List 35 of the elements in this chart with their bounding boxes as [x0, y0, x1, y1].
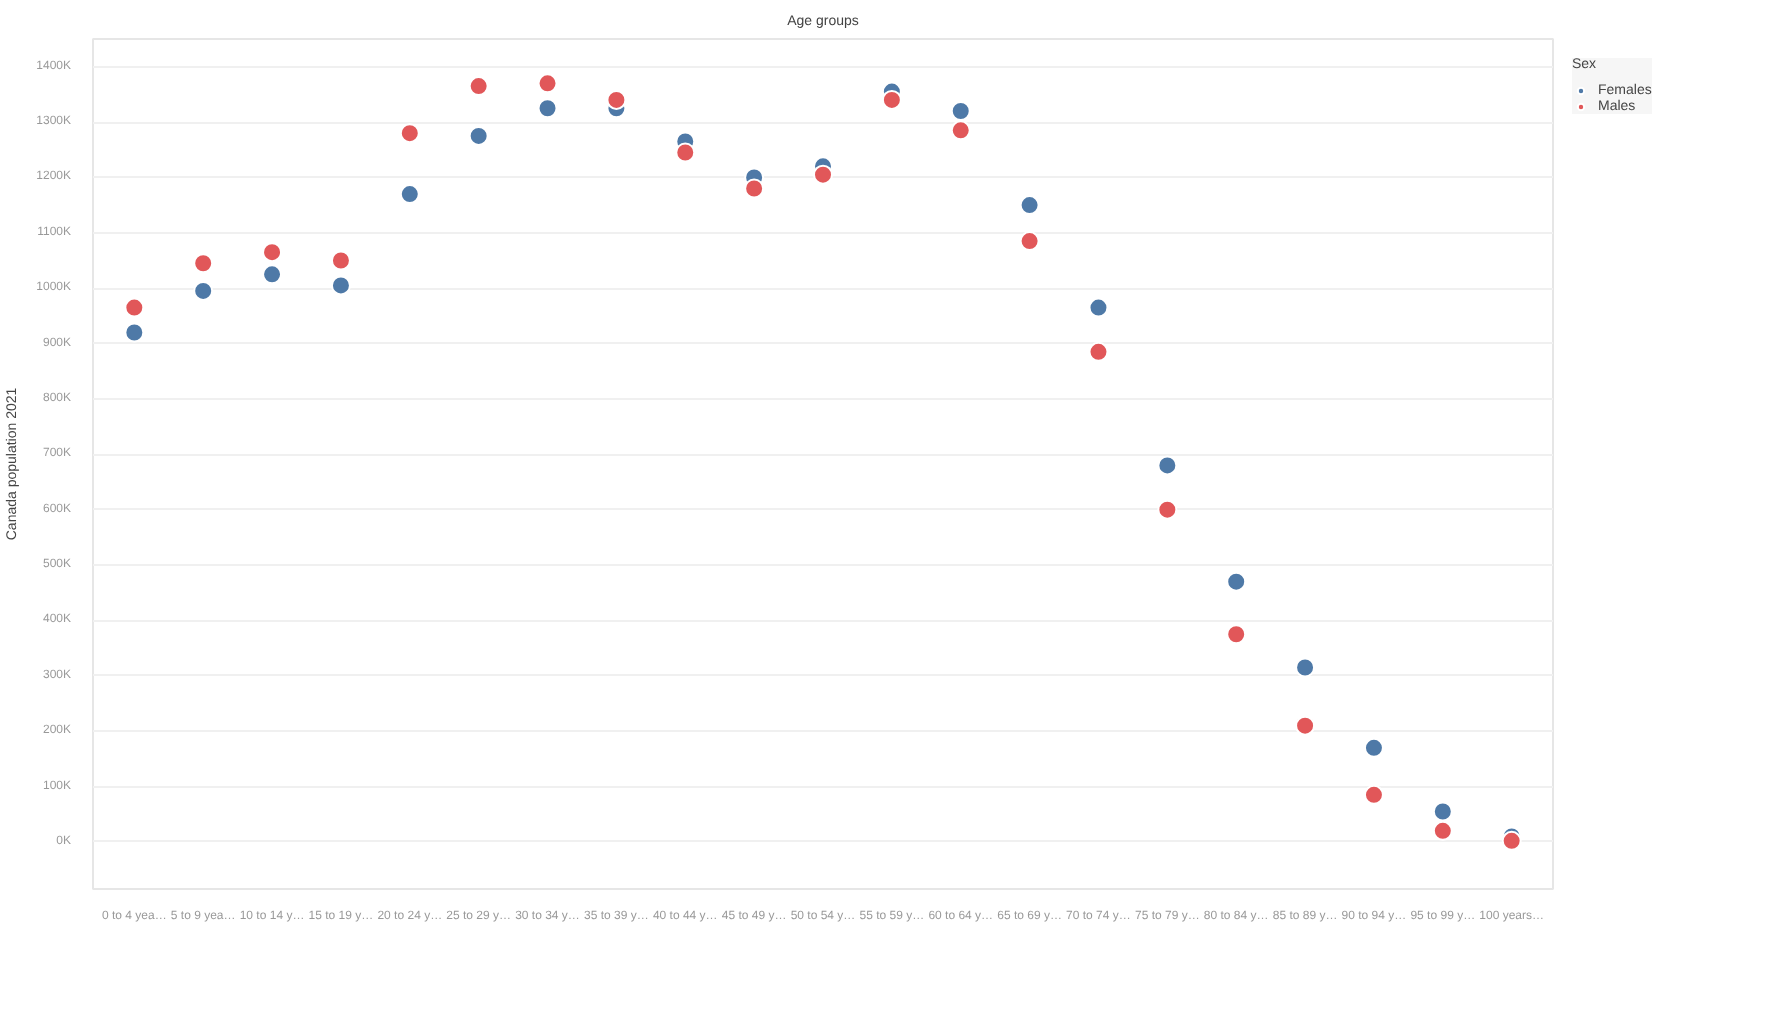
- point: [330, 250, 351, 271]
- point: [262, 264, 283, 285]
- point: [1226, 571, 1247, 592]
- point: [124, 297, 145, 318]
- point: [1363, 737, 1384, 758]
- point: [1295, 715, 1316, 736]
- point: [468, 125, 489, 146]
- point: [950, 101, 971, 121]
- point: [675, 142, 696, 163]
- point: [1432, 801, 1453, 822]
- point: [399, 184, 420, 205]
- point: [950, 120, 971, 141]
- point: [262, 242, 283, 263]
- point: [1295, 657, 1316, 678]
- point: [1088, 341, 1109, 362]
- point: [193, 253, 214, 274]
- point: [1157, 499, 1178, 520]
- point: [1019, 195, 1040, 216]
- point: [399, 123, 420, 144]
- point: [537, 73, 558, 94]
- point: [813, 164, 833, 185]
- point: [468, 76, 489, 97]
- point: [537, 98, 558, 119]
- point: [330, 275, 351, 296]
- point: [1226, 624, 1247, 645]
- point: [1019, 231, 1040, 252]
- point: [606, 89, 627, 110]
- point: [124, 322, 145, 343]
- point: [881, 89, 902, 110]
- point: [744, 178, 765, 199]
- point: [1157, 455, 1178, 476]
- point: [193, 280, 214, 301]
- point: [1088, 297, 1109, 318]
- point: [1432, 820, 1453, 841]
- point: [1363, 784, 1384, 805]
